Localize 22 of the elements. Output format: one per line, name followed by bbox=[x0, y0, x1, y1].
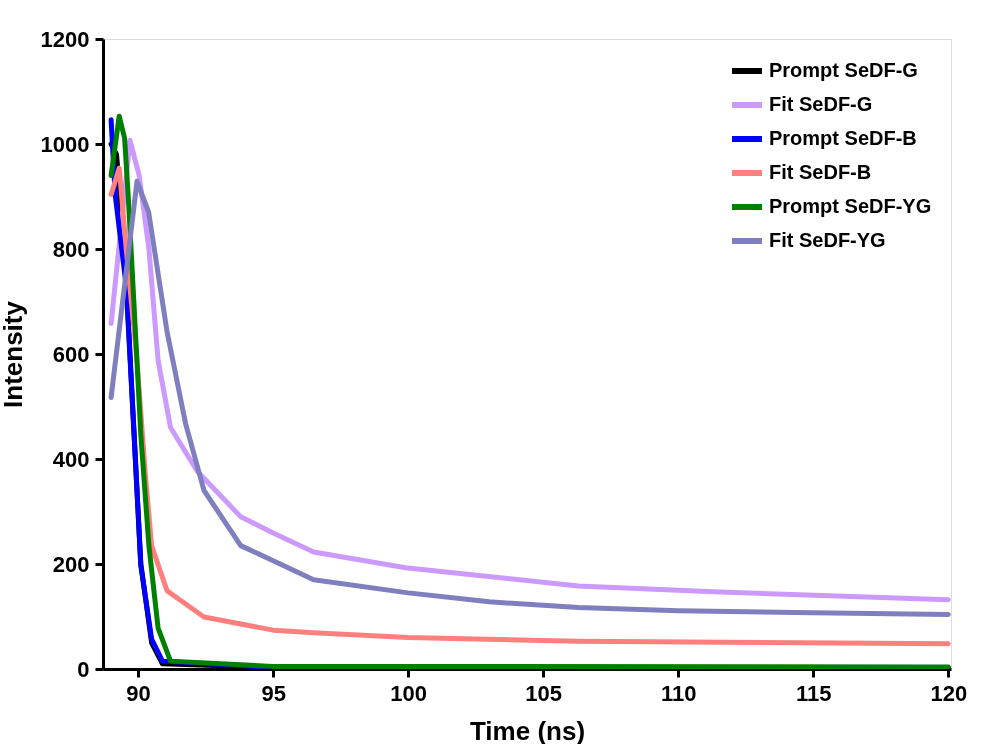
x-axis-title: Time (ns) bbox=[469, 715, 586, 746]
y-tick-label: 1000 bbox=[40, 131, 90, 157]
x-tick-label: 115 bbox=[796, 680, 832, 706]
y-tick-label: 200 bbox=[52, 551, 90, 577]
y-tick-label: 800 bbox=[52, 236, 90, 262]
legend-label: Fit SeDF-YG bbox=[769, 229, 886, 251]
x-tick-label: 105 bbox=[525, 680, 563, 706]
legend-label: Prompt SeDF-B bbox=[769, 127, 917, 149]
y-tick-label: 600 bbox=[52, 341, 90, 367]
legend-label: Fit SeDF-B bbox=[769, 161, 872, 183]
legend-label: Prompt SeDF-G bbox=[769, 59, 918, 81]
x-tick-label: 95 bbox=[261, 680, 286, 706]
y-axis-title: Intensity bbox=[0, 300, 28, 408]
y-tick-label: 1200 bbox=[40, 26, 90, 52]
y-tick-label: 400 bbox=[52, 446, 90, 472]
x-tick-label: 90 bbox=[126, 680, 151, 706]
x-tick-label: 110 bbox=[660, 680, 697, 706]
legend-label: Fit SeDF-G bbox=[769, 93, 873, 115]
legend-label: Prompt SeDF-YG bbox=[769, 195, 932, 217]
y-tick-label: 0 bbox=[77, 656, 90, 682]
x-tick-label: 120 bbox=[930, 680, 968, 706]
x-tick-label: 100 bbox=[390, 680, 428, 706]
